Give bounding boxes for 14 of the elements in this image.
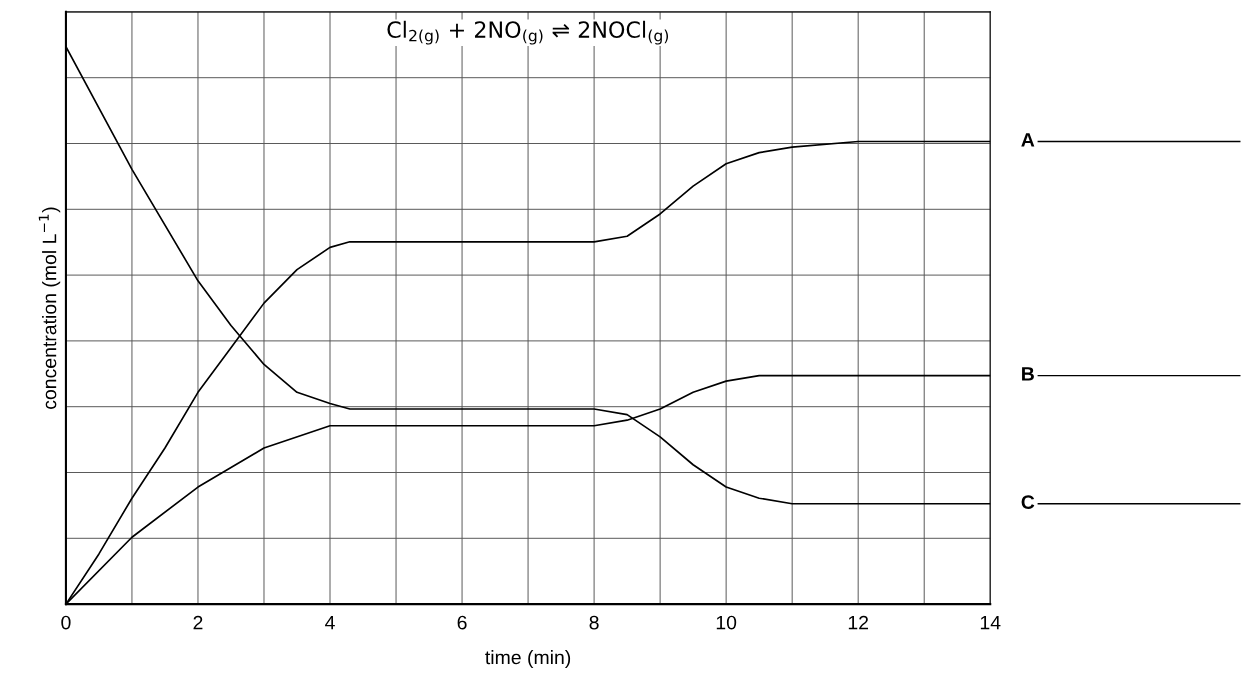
x-tick-label: 12 (848, 615, 869, 630)
series-label: A (1021, 133, 1035, 147)
x-tick-label: 8 (589, 615, 599, 630)
x-tick-label: 10 (716, 615, 737, 630)
x-tick-label: 14 (980, 615, 1001, 630)
series-label: B (1022, 367, 1034, 381)
series-label: C (1021, 495, 1035, 509)
x-tick-label: 0 (61, 615, 71, 630)
chart-title: Cl$_{2(g)}$ + 2NO$_{(g)}$ ⇌ 2NOCl$_{(g)}$ (387, 20, 669, 45)
x-tick-label: 4 (325, 615, 335, 630)
y-axis-title: concentration (mol L$^{−1}$) (38, 207, 61, 409)
x-tick-label: 6 (457, 615, 467, 630)
x-tick-label: 2 (193, 615, 203, 630)
x-axis-title: time (min) (485, 650, 571, 669)
